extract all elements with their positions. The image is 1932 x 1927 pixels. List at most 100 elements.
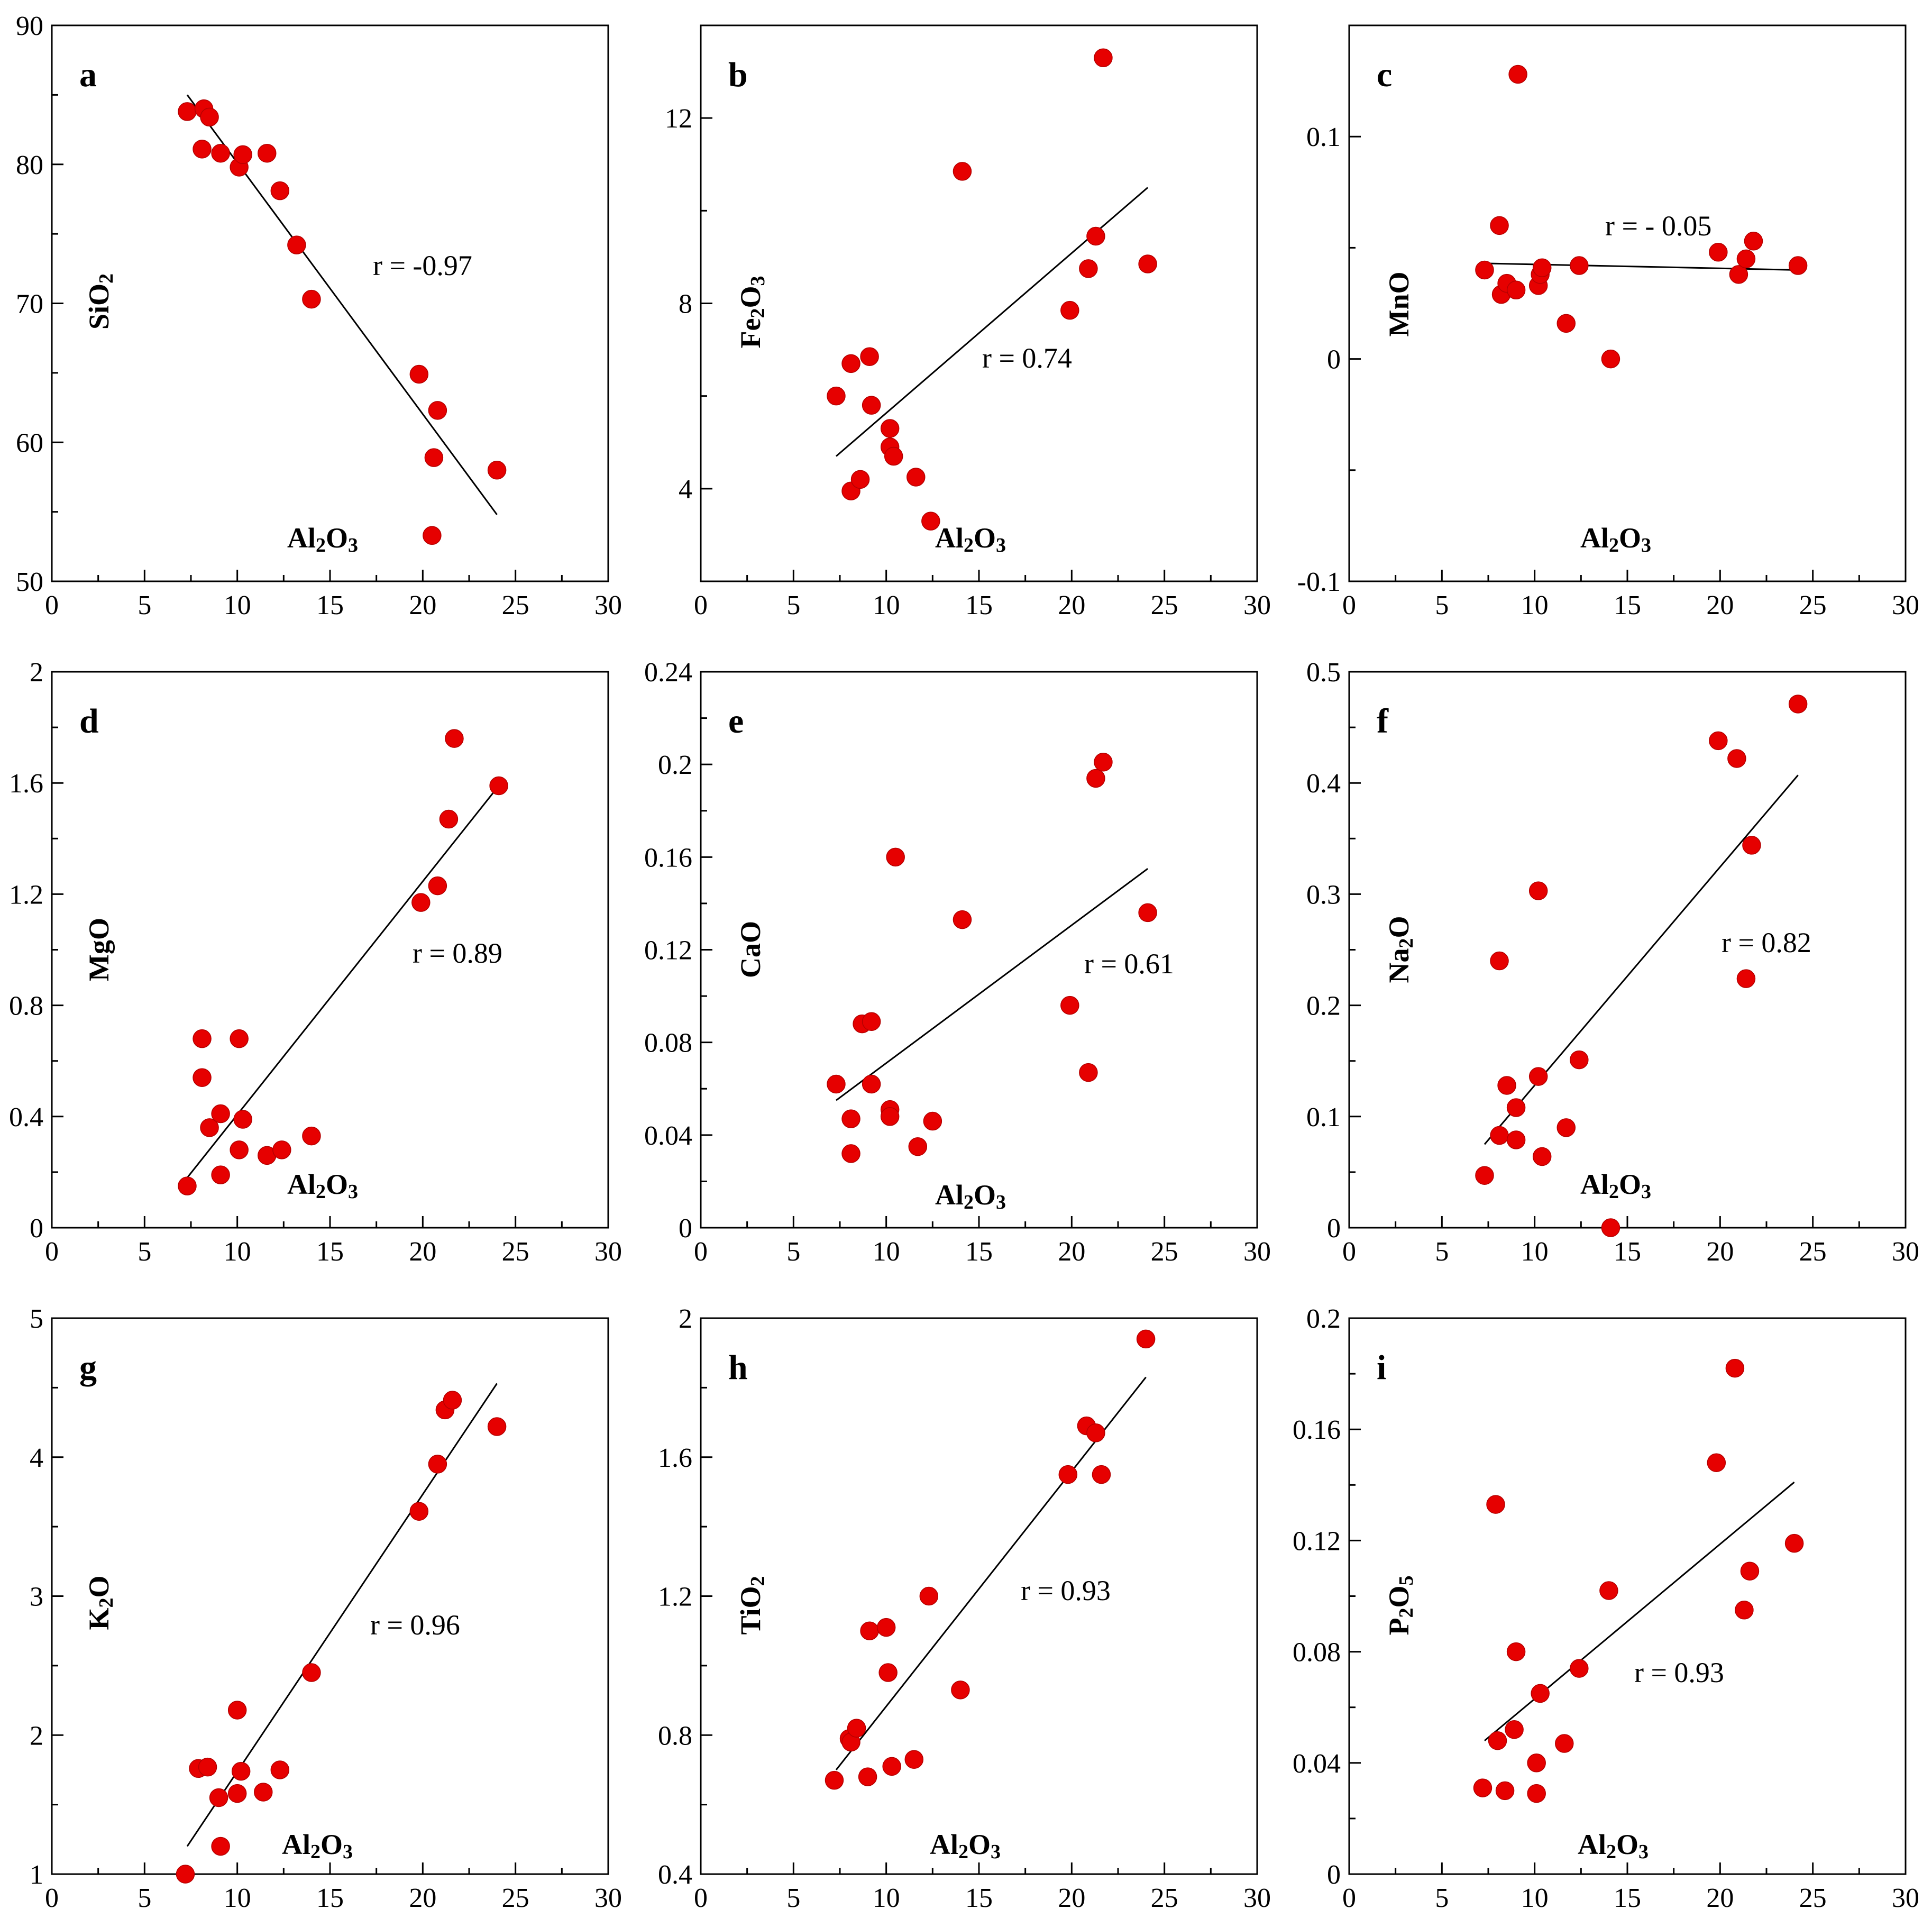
data-point-i xyxy=(1495,1781,1515,1801)
x-tick-label-d: 20 xyxy=(409,1237,436,1267)
data-point-d xyxy=(200,1118,219,1137)
data-point-a xyxy=(233,145,252,165)
data-point-a xyxy=(409,364,429,384)
panel-letter-i: i xyxy=(1377,1348,1386,1387)
data-point-i xyxy=(1784,1533,1804,1553)
plot-frame-i xyxy=(1348,1317,1907,1875)
data-point-d xyxy=(302,1126,321,1146)
data-point-a xyxy=(270,181,290,200)
y-tick-label-h: 1.2 xyxy=(658,1582,692,1612)
data-point-f xyxy=(1490,1126,1509,1145)
x-axis-title-c: Al2O3 xyxy=(1580,522,1651,556)
x-tick-label-d: 25 xyxy=(502,1237,529,1267)
data-point-i xyxy=(1506,1642,1526,1661)
data-point-i xyxy=(1707,1453,1726,1473)
data-point-d xyxy=(211,1165,230,1184)
data-point-e xyxy=(1138,903,1157,923)
y-tick-label-d: 0.4 xyxy=(9,1102,43,1133)
data-point-e xyxy=(862,1012,881,1031)
x-tick-label-i: 0 xyxy=(1342,1883,1356,1913)
correlation-label-a: r = -0.97 xyxy=(373,250,472,281)
data-point-i xyxy=(1527,1754,1546,1773)
y-tick-label-f: 0 xyxy=(1327,1213,1341,1244)
y-tick-label-g: 5 xyxy=(30,1304,43,1334)
correlation-label-c: r = - 0.05 xyxy=(1605,210,1711,242)
data-point-e xyxy=(862,1074,881,1094)
x-tick-label-e: 20 xyxy=(1058,1237,1085,1267)
data-point-c xyxy=(1744,232,1763,251)
x-tick-label-b: 25 xyxy=(1151,590,1178,620)
data-point-a xyxy=(428,401,447,420)
data-point-b xyxy=(921,512,940,531)
data-point-g xyxy=(443,1391,462,1410)
x-tick-label-b: 15 xyxy=(965,590,993,620)
data-point-g xyxy=(227,1784,247,1803)
data-point-h xyxy=(876,1618,896,1637)
x-tick-label-g: 25 xyxy=(502,1883,529,1913)
plot-frame-a xyxy=(51,24,609,582)
data-point-i xyxy=(1599,1581,1618,1600)
panel-letter-h: h xyxy=(728,1348,748,1387)
y-tick-label-a: 80 xyxy=(16,150,43,180)
x-axis-title-d: Al2O3 xyxy=(287,1168,358,1203)
data-point-f xyxy=(1727,749,1746,768)
y-tick-label-d: 2 xyxy=(30,657,43,688)
data-point-d xyxy=(428,876,447,896)
y-axis-title-h: TiO2 xyxy=(735,1576,769,1634)
x-tick-label-c: 15 xyxy=(1614,590,1641,620)
x-tick-label-b: 5 xyxy=(786,590,800,620)
y-tick-label-g: 3 xyxy=(30,1582,43,1612)
y-tick-label-a: 90 xyxy=(16,11,43,41)
data-point-h xyxy=(1092,1465,1111,1484)
data-point-c xyxy=(1508,65,1527,84)
x-tick-label-h: 25 xyxy=(1151,1883,1178,1913)
data-point-e xyxy=(1079,1063,1098,1082)
y-tick-label-f: 0.1 xyxy=(1306,1102,1341,1133)
panel-h: 0 5 10 15 20 25 30 0.4 0.8 1.2 1.6 2 h Al2O3 TiO2 r = 0… xyxy=(658,1304,1271,1913)
data-point-g xyxy=(409,1502,429,1521)
x-tick-label-i: 20 xyxy=(1706,1883,1734,1913)
x-tick-label-e: 5 xyxy=(786,1237,800,1267)
y-tick-label-b: 8 xyxy=(679,289,692,319)
x-tick-label-e: 15 xyxy=(965,1237,993,1267)
data-point-i xyxy=(1527,1784,1546,1803)
y-tick-label-g: 4 xyxy=(30,1443,43,1473)
correlation-label-g: r = 0.96 xyxy=(370,1609,460,1641)
panel-letter-c: c xyxy=(1377,56,1392,94)
y-tick-label-d: 0.8 xyxy=(9,991,43,1021)
data-point-f xyxy=(1736,969,1756,988)
x-tick-label-d: 5 xyxy=(138,1237,151,1267)
y-tick-label-h: 0.8 xyxy=(658,1721,692,1751)
x-tick-label-g: 10 xyxy=(224,1883,251,1913)
data-point-e xyxy=(880,1107,900,1126)
data-point-g xyxy=(176,1865,195,1884)
x-tick-label-b: 30 xyxy=(1243,590,1271,620)
data-point-i xyxy=(1735,1601,1754,1620)
x-tick-label-a: 5 xyxy=(138,590,151,620)
panel-letter-g: g xyxy=(79,1348,97,1387)
data-point-e xyxy=(827,1074,846,1094)
data-point-e xyxy=(841,1109,860,1128)
plot-frame-g xyxy=(51,1317,609,1875)
y-axis-title-g: K2O xyxy=(83,1575,117,1630)
x-tick-label-b: 20 xyxy=(1058,590,1085,620)
data-point-b xyxy=(1094,48,1113,68)
data-point-b xyxy=(850,470,870,489)
x-tick-label-i: 30 xyxy=(1892,1883,1919,1913)
data-point-i xyxy=(1488,1731,1507,1750)
data-point-c xyxy=(1570,256,1589,275)
x-tick-label-h: 0 xyxy=(694,1883,708,1913)
x-tick-label-f: 25 xyxy=(1799,1237,1827,1267)
data-point-c xyxy=(1532,258,1552,277)
y-tick-label-c: 0.1 xyxy=(1306,122,1341,152)
y-tick-label-b: 4 xyxy=(679,474,692,505)
plot-frame-f xyxy=(1348,671,1907,1229)
y-tick-label-e: 0.2 xyxy=(658,750,692,780)
x-tick-label-c: 20 xyxy=(1706,590,1734,620)
data-point-f xyxy=(1475,1166,1494,1185)
panel-letter-d: d xyxy=(79,702,99,741)
data-point-e xyxy=(886,847,905,867)
data-point-b xyxy=(827,386,846,406)
data-point-i xyxy=(1505,1720,1524,1739)
